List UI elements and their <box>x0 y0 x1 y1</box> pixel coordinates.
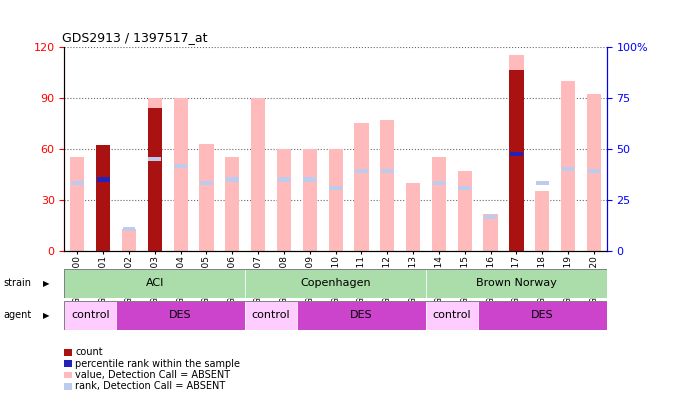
Bar <box>200 181 213 185</box>
Text: DES: DES <box>350 311 373 320</box>
Bar <box>251 98 265 251</box>
Bar <box>433 181 445 185</box>
Bar <box>406 183 420 251</box>
Bar <box>148 157 161 161</box>
Bar <box>458 186 471 190</box>
Bar <box>381 169 394 173</box>
Bar <box>199 144 214 251</box>
Bar <box>297 301 426 330</box>
Bar <box>122 229 136 251</box>
Text: control: control <box>252 311 290 320</box>
Bar <box>536 181 549 185</box>
Text: GDS2913 / 1397517_at: GDS2913 / 1397517_at <box>62 31 207 44</box>
Bar <box>245 301 297 330</box>
Bar <box>478 301 607 330</box>
Bar <box>64 301 116 330</box>
Text: agent: agent <box>3 311 32 320</box>
Bar <box>225 158 239 251</box>
Text: ACI: ACI <box>146 278 164 288</box>
Bar <box>380 120 395 251</box>
Bar <box>510 152 523 156</box>
Bar <box>458 171 472 251</box>
Bar <box>148 108 162 251</box>
Bar <box>226 177 239 182</box>
Text: ▶: ▶ <box>43 279 49 288</box>
Text: strain: strain <box>3 278 31 288</box>
Text: Brown Norway: Brown Norway <box>476 278 557 288</box>
Bar <box>71 181 83 185</box>
Bar <box>561 167 574 171</box>
Text: count: count <box>75 347 103 357</box>
Bar <box>561 81 575 251</box>
Bar <box>330 186 342 190</box>
Bar <box>329 149 342 251</box>
Bar <box>245 269 426 298</box>
Bar <box>96 145 111 251</box>
Bar <box>535 192 549 251</box>
Bar <box>432 158 446 251</box>
Bar <box>64 269 245 298</box>
Bar <box>174 164 187 168</box>
Bar <box>586 94 601 251</box>
Bar <box>509 55 523 251</box>
Bar <box>483 213 498 251</box>
Bar <box>123 227 136 231</box>
Bar <box>71 158 85 251</box>
Bar <box>510 152 523 156</box>
Bar <box>588 169 600 173</box>
Bar <box>509 70 523 251</box>
Bar <box>174 98 188 251</box>
Text: Copenhagen: Copenhagen <box>300 278 371 288</box>
Text: percentile rank within the sample: percentile rank within the sample <box>75 359 240 369</box>
Bar <box>97 177 110 182</box>
Text: control: control <box>71 311 110 320</box>
Bar <box>355 169 368 173</box>
Text: DES: DES <box>531 311 553 320</box>
Bar <box>426 301 478 330</box>
Bar <box>116 301 245 330</box>
Text: rank, Detection Call = ABSENT: rank, Detection Call = ABSENT <box>75 382 226 391</box>
Bar <box>426 269 607 298</box>
Bar <box>148 98 162 251</box>
Text: control: control <box>433 311 471 320</box>
Bar <box>96 145 111 251</box>
Bar <box>277 149 291 251</box>
Bar <box>355 123 369 251</box>
Bar <box>277 177 290 182</box>
Bar <box>303 177 316 182</box>
Text: DES: DES <box>170 311 192 320</box>
Text: ▶: ▶ <box>43 311 49 320</box>
Text: value, Detection Call = ABSENT: value, Detection Call = ABSENT <box>75 370 231 380</box>
Bar <box>302 149 317 251</box>
Bar <box>484 215 497 219</box>
